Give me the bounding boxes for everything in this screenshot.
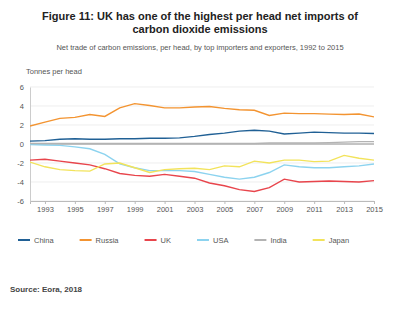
grid-line [30,87,374,88]
series-line [30,144,374,179]
x-tick-label: 2001 [157,205,174,214]
legend-label: USA [213,236,228,245]
legend-swatch [80,239,92,241]
series-line [30,130,374,141]
legend-item: India [254,236,287,245]
y-tick-label: 4 [20,102,24,111]
x-tick-mark [344,201,345,204]
x-tick: 1993 [37,201,54,214]
legend-item: Japan [313,236,349,245]
legend-label: UK [161,236,171,245]
y-tick-label: -2 [17,159,24,168]
legend-label: Japan [329,236,349,245]
y-tick: 0 [20,140,30,149]
source: Source: Eora, 2018 [10,285,83,294]
legend-swatch [197,239,209,241]
series-line [30,104,374,126]
x-tick: 2003 [187,201,204,214]
y-tick-label: 6 [20,83,24,92]
y-tick: -6 [17,197,30,206]
x-tick-label: 2015 [366,205,383,214]
y-tick-label: -6 [17,197,24,206]
x-tick: 2009 [276,201,293,214]
y-tick-label: 0 [20,140,24,149]
legend-swatch [313,239,325,241]
x-tick-mark [45,201,46,204]
x-tick-mark [195,201,196,204]
x-axis: 1993 1995 1997 1999 2001 2003 2005 2007 2009 2011… [31,201,383,214]
x-tick: 2005 [217,201,234,214]
x-tick-label: 1999 [127,205,144,214]
x-tick: 2001 [157,201,174,214]
x-tick: 2015 [366,201,383,214]
grid [30,87,374,201]
subtitle: Net trade of carbon emissions, per head,… [56,43,343,52]
x-tick-mark [314,201,315,204]
legend-item: China [18,236,54,245]
legend-swatch [254,239,266,241]
legend-swatch [145,239,157,241]
y-tick-label: 2 [20,121,24,130]
legend-label: Russia [96,236,120,245]
legend-label: India [270,236,287,245]
y-axis-title: Tonnes per head [26,67,82,76]
legend-label: China [34,236,54,245]
x-tick-label: 2005 [217,205,234,214]
y-axis: -6 -4 -2 0 2 4 6 [17,83,30,206]
title: Figure 11: UK has one of the highest per… [42,10,358,35]
x-tick-mark [135,201,136,204]
x-tick-label: 2003 [187,205,204,214]
grid-line [30,125,374,126]
x-tick: 2007 [247,201,264,214]
x-tick: 1999 [127,201,144,214]
chart: Figure 11: UK has one of the highest per… [0,0,400,314]
x-axis-line [31,202,375,205]
y-tick: 6 [20,83,30,92]
x-tick: 1997 [97,201,114,214]
series-line [30,159,374,191]
y-tick: 4 [20,102,30,111]
series-line [30,155,374,172]
x-tick: 1995 [67,201,84,214]
x-tick-label: 1995 [67,205,84,214]
x-tick: 2011 [307,201,323,214]
y-tick: -2 [17,159,30,168]
legend-swatch [18,239,30,241]
lines [30,104,374,192]
x-tick-mark [374,201,375,204]
x-tick-label: 1993 [37,205,54,214]
x-tick-mark [105,201,106,204]
x-tick-label: 2013 [336,205,353,214]
x-tick-mark [75,201,76,204]
x-tick-label: 2009 [276,205,293,214]
x-tick-mark [254,201,255,204]
x-tick: 2013 [336,201,353,214]
x-tick-label: 2011 [307,205,323,214]
y-tick: -4 [17,178,30,187]
legend-item: USA [197,236,228,245]
legend: China Russia UK USA India Japan [18,236,349,245]
y-tick-label: -4 [17,178,24,187]
x-tick-label: 1997 [97,205,114,214]
x-tick-label: 2007 [247,205,264,214]
x-tick-mark [224,201,225,204]
x-tick-mark [165,201,166,204]
series-line [30,142,374,144]
x-tick-mark [284,201,285,204]
legend-item: Russia [80,236,120,245]
y-tick: 2 [20,121,30,130]
legend-item: UK [145,236,171,245]
